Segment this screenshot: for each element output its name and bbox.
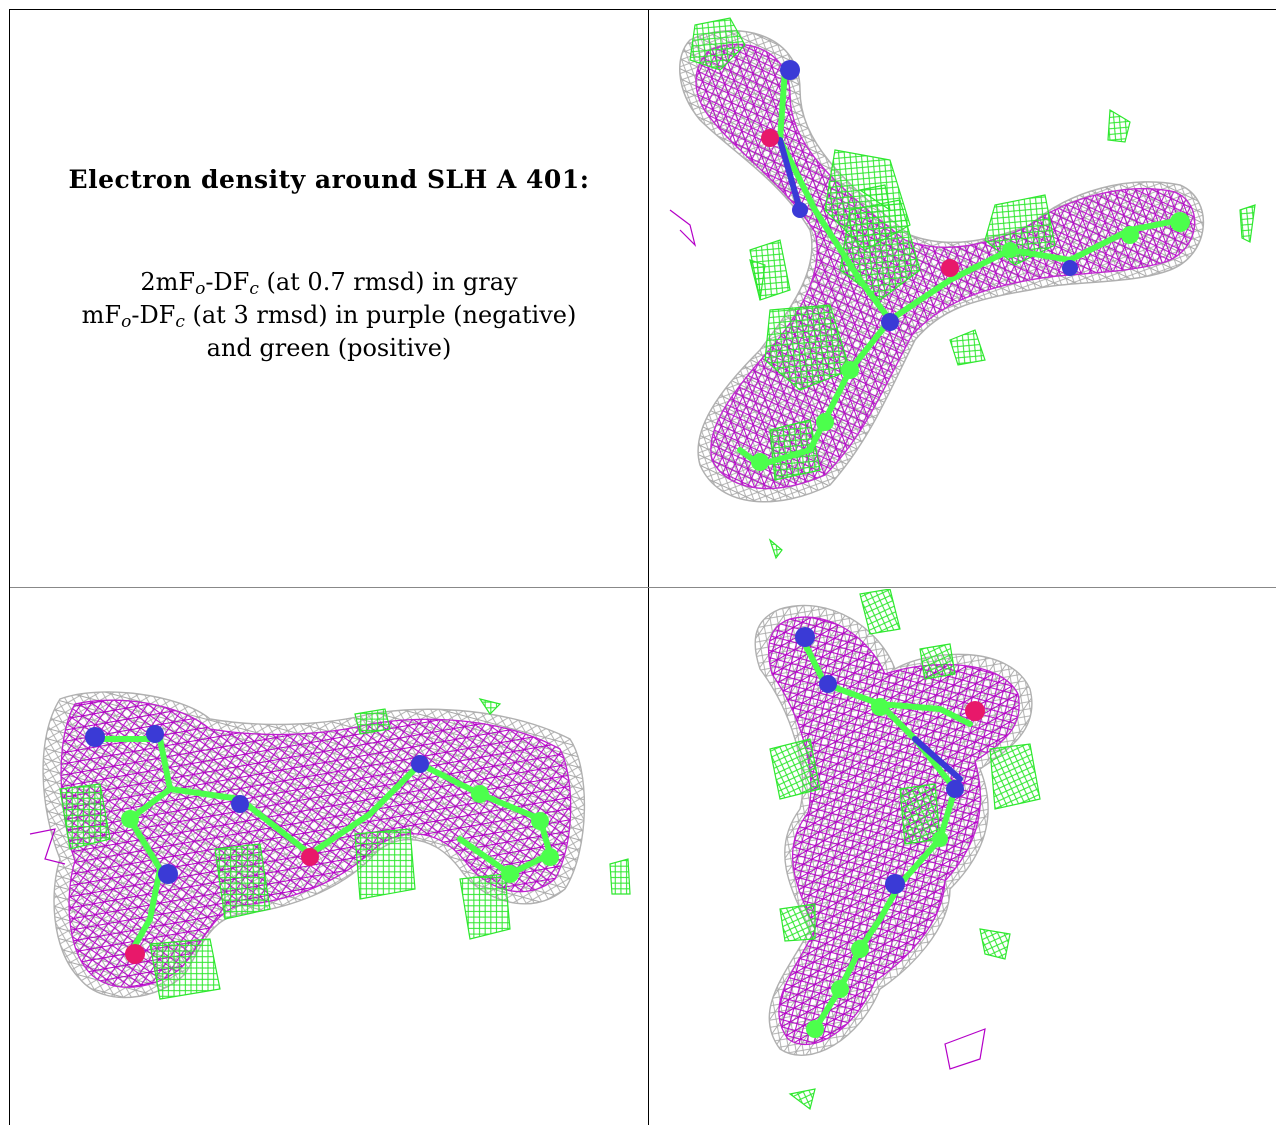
density-view-2 [29,691,631,1000]
view-top-right [650,10,1276,587]
view-bottom-right [650,589,1276,1125]
caption: Electron density around SLH A 401: 2mFo-… [10,165,648,365]
border-top [10,9,1276,10]
legend-line-gray: 2mFo-DFc (at 0.7 rmsd) in gray [140,268,518,299]
atoms [751,60,1190,471]
atoms [795,627,985,1038]
legend-line-purple: mFo-DFc (at 3 rmsd) in purple (negative) [81,301,577,332]
border-left [9,9,10,1125]
purple-density [60,699,572,988]
green-density [59,698,631,1000]
caption-cell: Electron density around SLH A 401: 2mFo-… [10,10,648,587]
legend-line-green: and green (positive) [206,334,452,362]
border-center [10,587,1276,588]
caption-legend: 2mFo-DFc (at 0.7 rmsd) in gray mFo-DFc (… [10,266,648,365]
border-middle [648,9,649,1125]
density-view-1 [669,17,1256,560]
green-density [769,589,1041,1111]
atoms [85,725,559,964]
caption-title: Electron density around SLH A 401: [68,165,590,194]
density-view-3 [754,589,1041,1111]
view-bottom-left [10,589,648,1125]
